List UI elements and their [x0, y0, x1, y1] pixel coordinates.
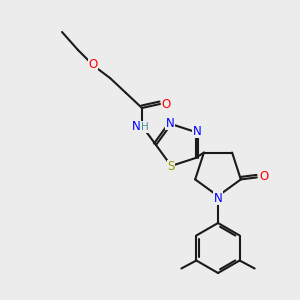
Text: N: N [166, 117, 175, 130]
Text: O: O [259, 170, 268, 183]
Text: H: H [141, 122, 149, 132]
Text: S: S [167, 160, 175, 173]
Text: N: N [192, 124, 201, 138]
Text: O: O [88, 58, 98, 71]
Text: O: O [161, 98, 171, 110]
Text: N: N [132, 121, 140, 134]
Text: N: N [214, 191, 222, 205]
